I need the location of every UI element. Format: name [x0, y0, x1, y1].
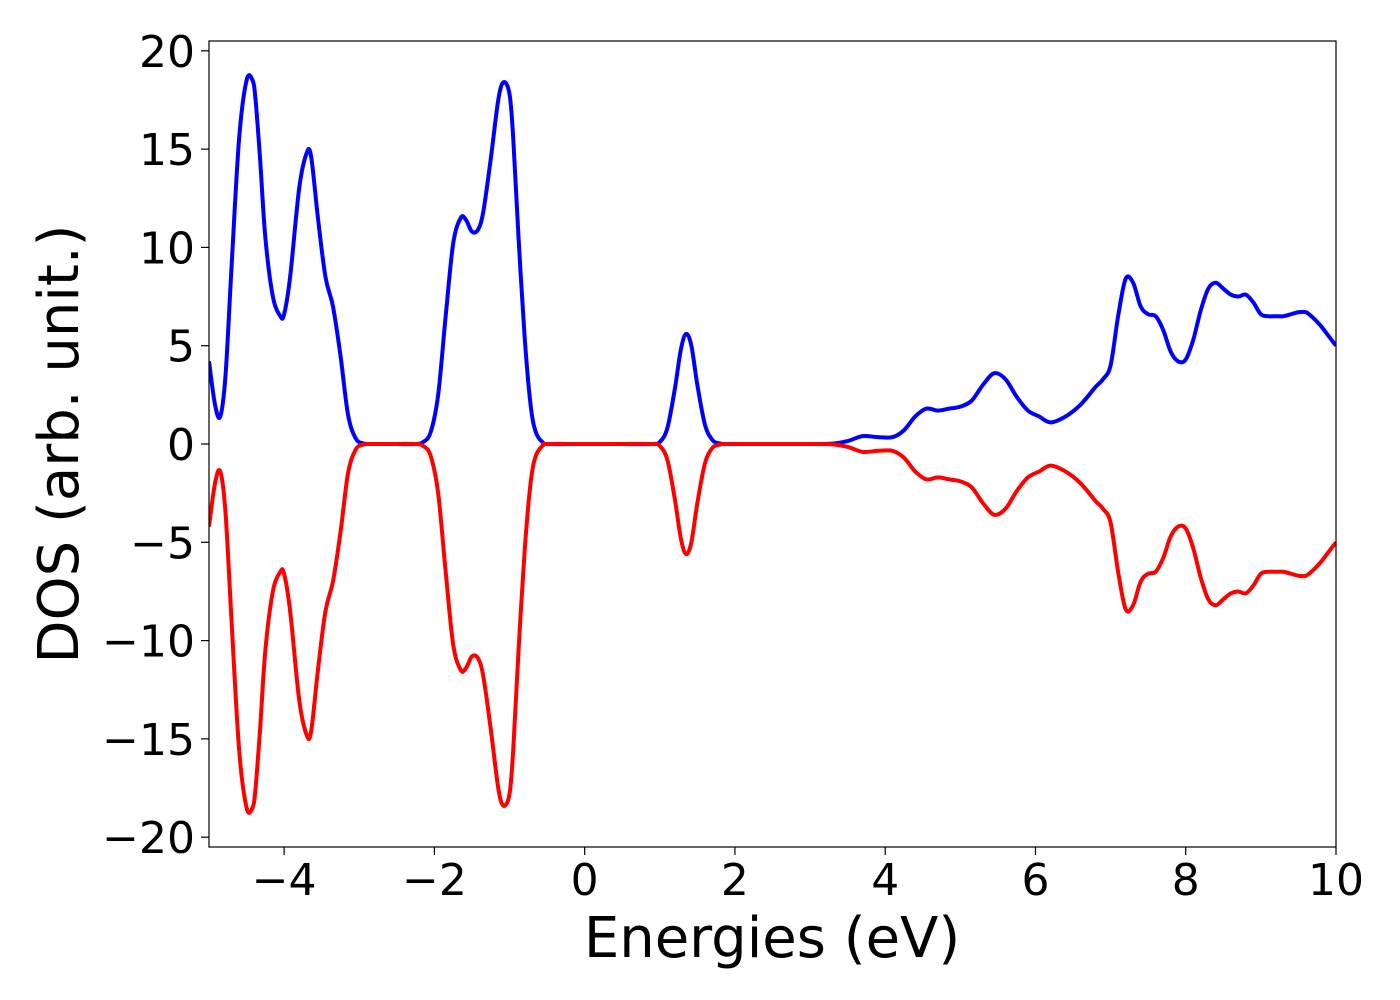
y-tick-label: −5: [130, 518, 195, 569]
y-axis-ticks: 20 15 10 5 0 −5 −10 −15 −20: [102, 27, 209, 864]
y-tick-label: −20: [102, 813, 195, 864]
x-tick-label: −4: [252, 855, 317, 906]
x-axis-label: Energies (eV): [584, 906, 960, 971]
x-tick-label: 10: [1308, 855, 1364, 906]
x-tick-label: −2: [402, 855, 467, 906]
y-tick-label: −15: [102, 715, 195, 766]
x-axis-ticks: −4 −2 0 2 4 6 8 10: [252, 847, 1364, 906]
series-line-1: [209, 73, 1336, 447]
series-line-2: [209, 441, 1336, 815]
y-tick-label: 0: [167, 420, 195, 471]
y-tick-label: 20: [139, 27, 195, 78]
y-axis-label: DOS (arb. unit.): [27, 224, 92, 663]
x-tick-label: 0: [571, 855, 599, 906]
series-layer: [209, 73, 1336, 815]
y-tick-label: 10: [139, 223, 195, 274]
y-tick-label: 15: [139, 125, 195, 176]
x-tick-label: 4: [871, 855, 899, 906]
x-tick-label: 6: [1021, 855, 1049, 906]
x-tick-label: 2: [721, 855, 749, 906]
y-tick-label: −10: [102, 617, 195, 668]
y-tick-label: 5: [167, 322, 195, 373]
x-tick-label: 8: [1172, 855, 1200, 906]
